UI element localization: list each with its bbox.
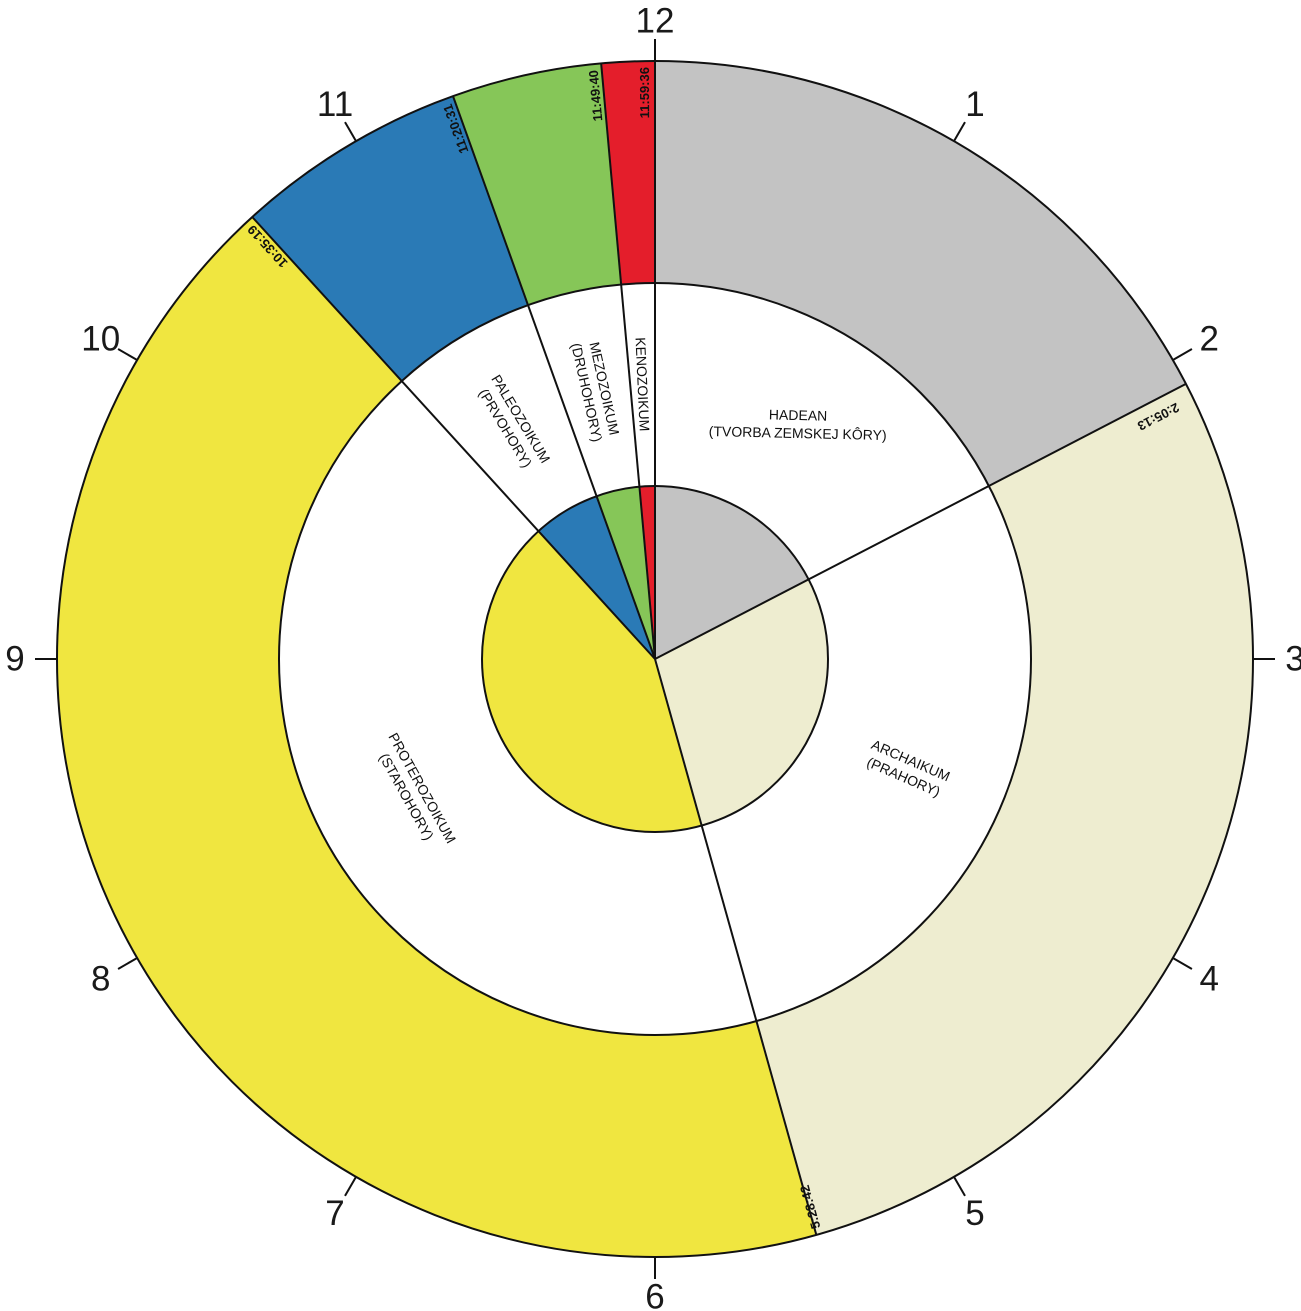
era-divider-line [452, 95, 656, 660]
middle-band-hadean [655, 283, 989, 580]
middle-band-kenozoikum [621, 283, 655, 487]
era-divider-line [654, 658, 818, 1236]
middle-circle-outline [278, 282, 1032, 1036]
hour-label-12: 12 [636, 2, 675, 41]
middle-band-proterozoikum [279, 381, 757, 1035]
boundary-time-label: 11:49:40 [586, 69, 606, 121]
hour-label-1: 1 [965, 85, 984, 124]
hour-tick [117, 957, 138, 970]
outer-ring [56, 61, 1253, 1257]
hour-label-5: 5 [965, 1194, 984, 1233]
hour-label-11: 11 [317, 85, 353, 124]
inner-disc [481, 486, 828, 833]
outer-wedge-mezozoikum [453, 63, 622, 306]
hour-label-9: 9 [5, 640, 24, 679]
outer-wedge-hadean [655, 61, 1186, 487]
hour-ticks [35, 39, 1275, 1279]
hour-tick [953, 1176, 966, 1197]
era-name: HADEAN [769, 406, 828, 423]
hour-label-4: 4 [1200, 960, 1219, 999]
era-divider-line [600, 63, 656, 660]
inner-wedge-hadean [655, 486, 809, 659]
hour-tick [344, 121, 357, 142]
hour-label-6: 6 [645, 1278, 664, 1311]
hour-tick [1172, 957, 1193, 970]
era-divider-line [654, 382, 1187, 660]
outer-wedge-proterozoikum [56, 216, 817, 1257]
inner-wedge-archaikum [655, 579, 828, 826]
era-divider-lines [251, 61, 1187, 1236]
outer-wedge-archaikum [756, 383, 1253, 1235]
inner-wedge-paleozoikum [538, 496, 655, 659]
middle-band-archaikum [701, 486, 1031, 1022]
era-divider-line [251, 216, 656, 660]
hour-label-3: 3 [1285, 640, 1301, 679]
hour-tick [117, 348, 138, 361]
hour-tick [953, 121, 966, 142]
outer-wedge-kenozoikum [601, 61, 655, 285]
hour-tick [1172, 348, 1193, 361]
hour-label-8: 8 [91, 960, 110, 999]
era-label-kenozoikum: KENOZOIKUM [632, 337, 652, 432]
hour-tick [344, 1176, 357, 1197]
boundary-time-text: 11:59:36 [637, 67, 652, 118]
middle-band-mezozoikum [527, 284, 640, 497]
boundary-time-label: 11:59:36 [637, 67, 652, 118]
hour-label-10: 10 [81, 320, 120, 359]
inner-wedge-proterozoikum [481, 531, 702, 833]
outer-wedge-paleozoikum [252, 96, 528, 382]
middle-ring [279, 283, 1031, 1035]
boundary-time-text: 11:49:40 [586, 69, 606, 121]
era-label-hadean: HADEAN(TVORBA ZEMSKEJ KÔRY) [709, 406, 887, 443]
era-name: KENOZOIKUM [632, 337, 652, 432]
hour-label-7: 7 [325, 1194, 344, 1233]
hour-label-2: 2 [1200, 320, 1219, 359]
inner-circle-outline [481, 485, 829, 833]
era-subname: (TVORBA ZEMSKEJ KÔRY) [709, 423, 887, 443]
